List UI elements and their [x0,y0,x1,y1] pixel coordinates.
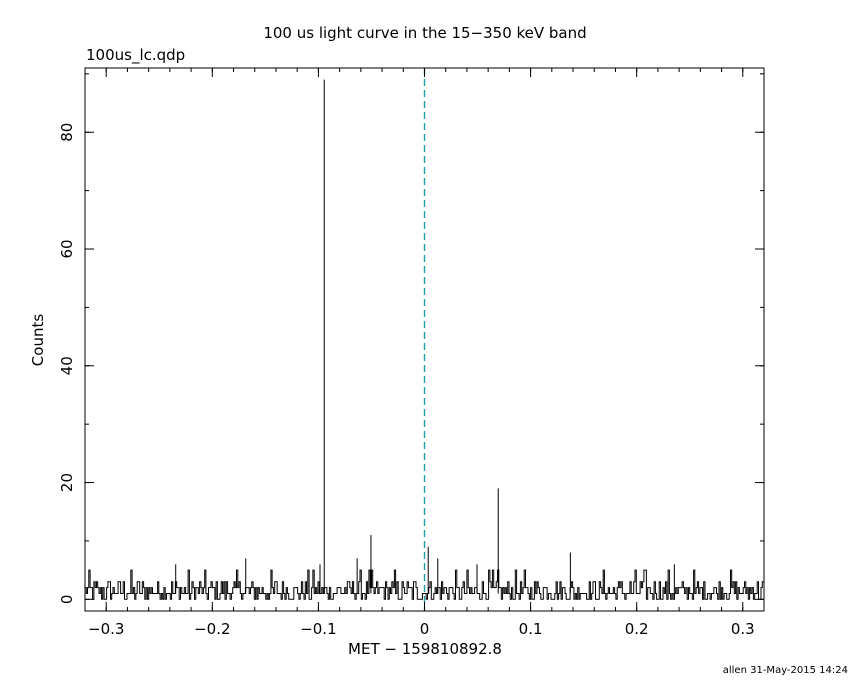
y-axis-label: Counts [29,314,47,367]
x-tick-label: 0.1 [519,620,543,638]
y-tick-label: 80 [58,123,76,142]
x-tick-label: 0 [420,620,430,638]
x-tick-label: 0.3 [731,620,755,638]
x-axis-label: MET − 159810892.8 [348,640,502,658]
x-tick-label: −0.1 [300,620,336,638]
baseline-noise-curve [85,569,764,600]
x-tick-label: −0.2 [194,620,230,638]
footer-stamp: allen 31-May-2015 14:24 [723,665,848,676]
chart-title: 100 us light curve in the 15−350 keV ban… [263,24,586,42]
plot-frame [84,67,765,612]
y-tick-label: 0 [58,595,76,605]
x-tick-label: 0.2 [625,620,649,638]
y-tick-label: 20 [58,473,76,492]
axis-ticks [85,68,764,611]
x-tick-label: −0.3 [88,620,124,638]
file-label: 100us_lc.qdp [86,46,185,65]
data-layer [85,79,764,600]
y-tick-label: 40 [58,356,76,375]
y-tick-label: 60 [58,239,76,258]
